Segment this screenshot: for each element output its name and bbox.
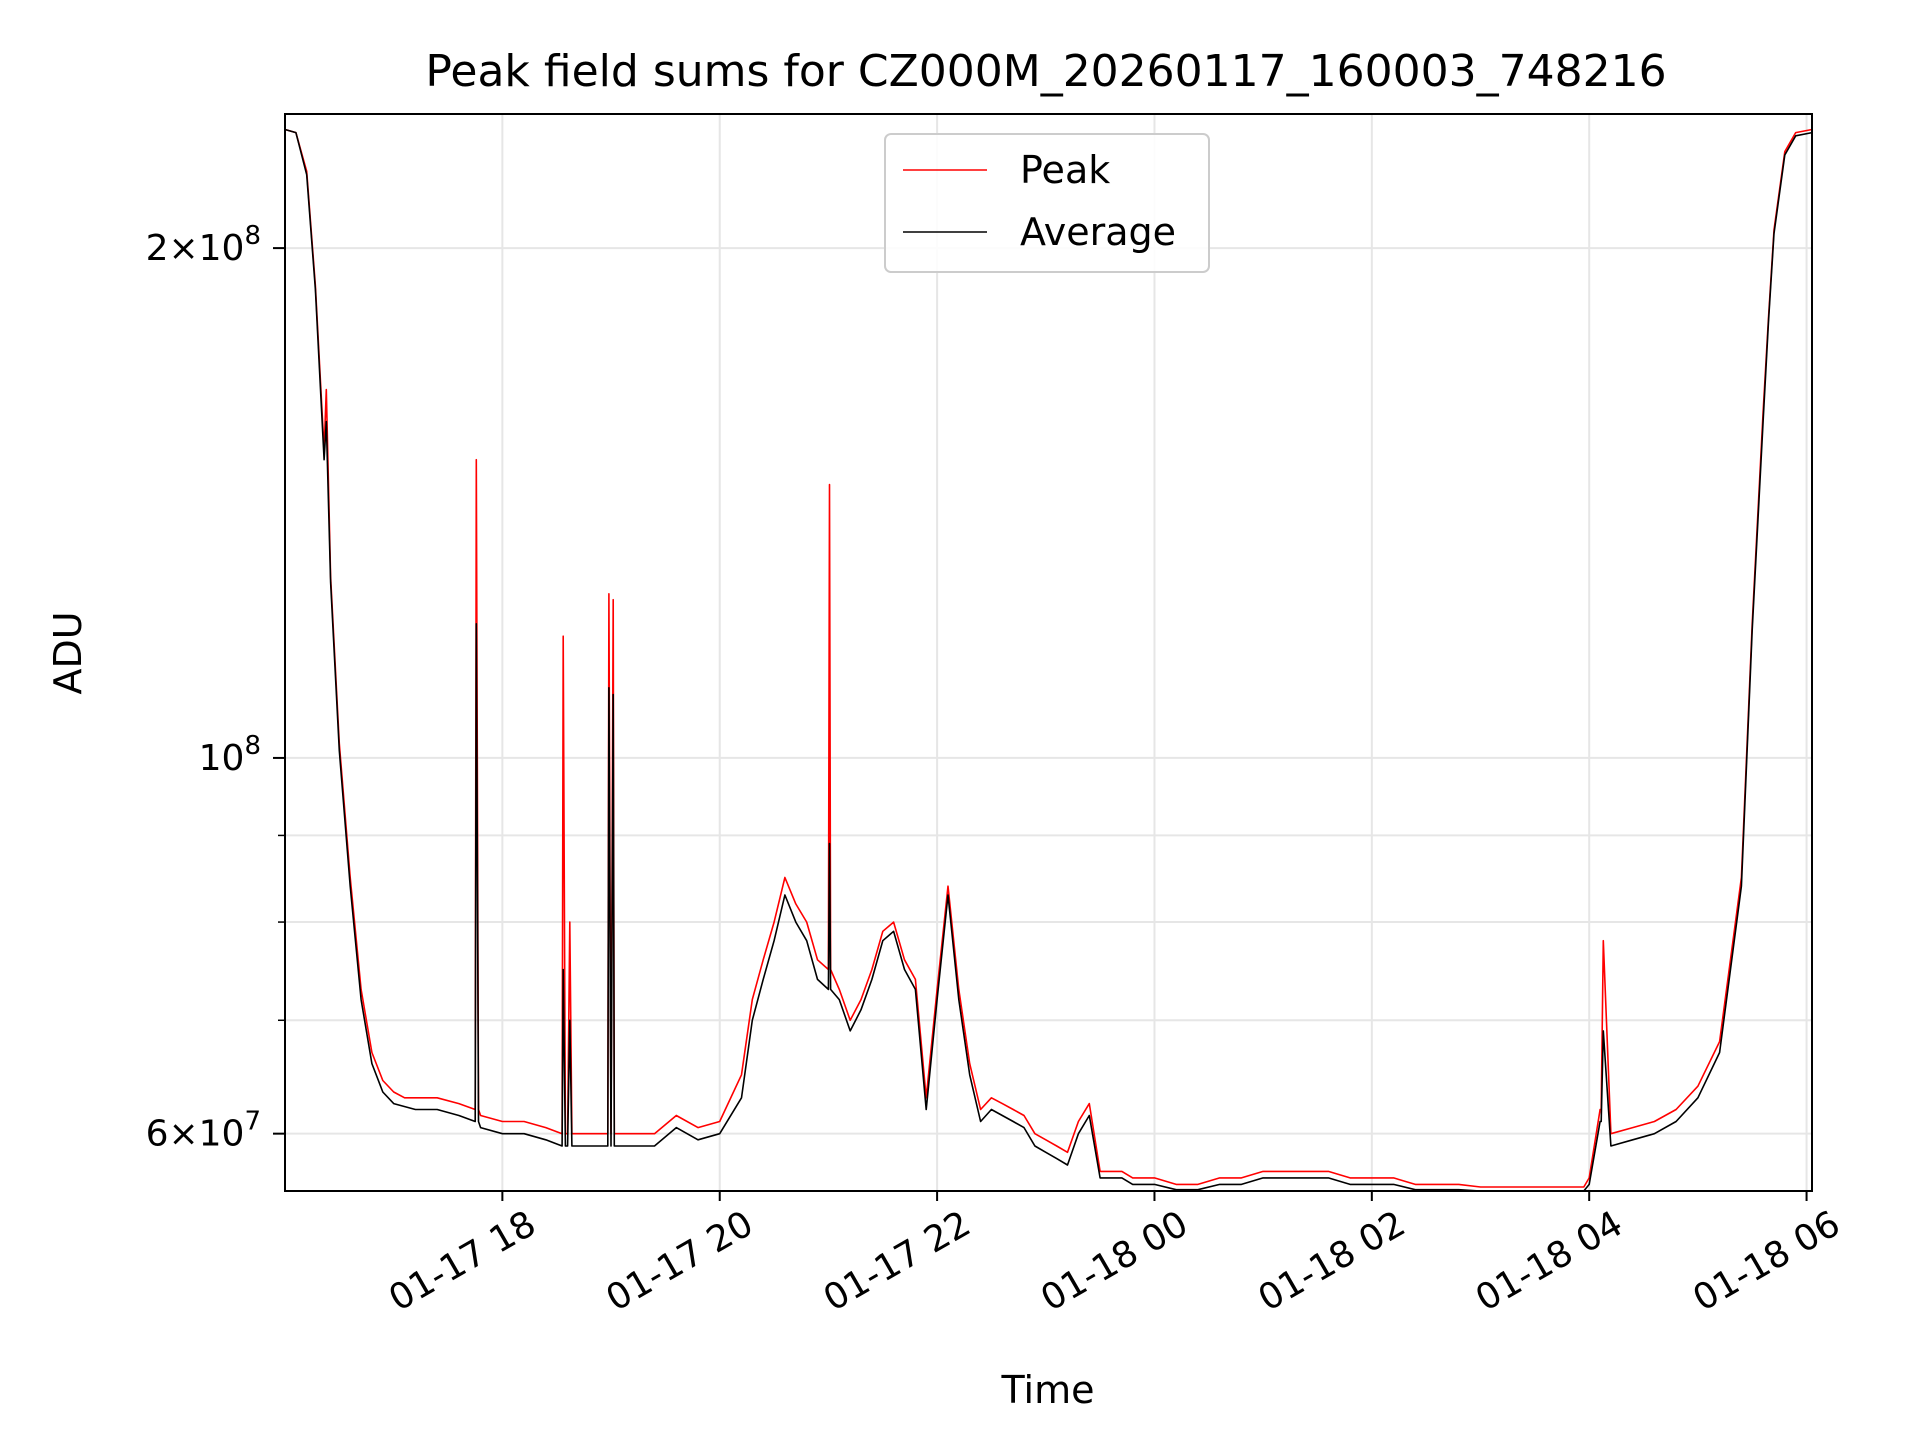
legend: Peak Average <box>884 133 1210 273</box>
x-axis-label: Time <box>1001 1368 1095 1412</box>
y-tick-base: 6×10 <box>146 1114 245 1155</box>
legend-label-average: Average <box>1020 210 1176 254</box>
y-tick-label: 2×108 <box>146 221 261 269</box>
legend-box <box>884 133 1210 273</box>
y-tick-base: 10 <box>199 738 245 779</box>
chart-title: Peak field sums for CZ000M_20260117_1600… <box>425 46 1666 97</box>
y-axis-label: ADU <box>46 611 90 694</box>
y-tick-exponent: 8 <box>244 221 261 251</box>
y-tick-exponent: 7 <box>244 1107 261 1137</box>
legend-label-peak: Peak <box>1020 148 1110 192</box>
plot-frame <box>284 113 1813 1192</box>
y-tick-label: 108 <box>199 731 261 779</box>
y-tick-exponent: 8 <box>244 731 261 761</box>
series-line-peak <box>284 128 1813 1188</box>
y-tick-base: 2×10 <box>146 228 245 269</box>
y-tick-label: 6×107 <box>146 1107 261 1155</box>
